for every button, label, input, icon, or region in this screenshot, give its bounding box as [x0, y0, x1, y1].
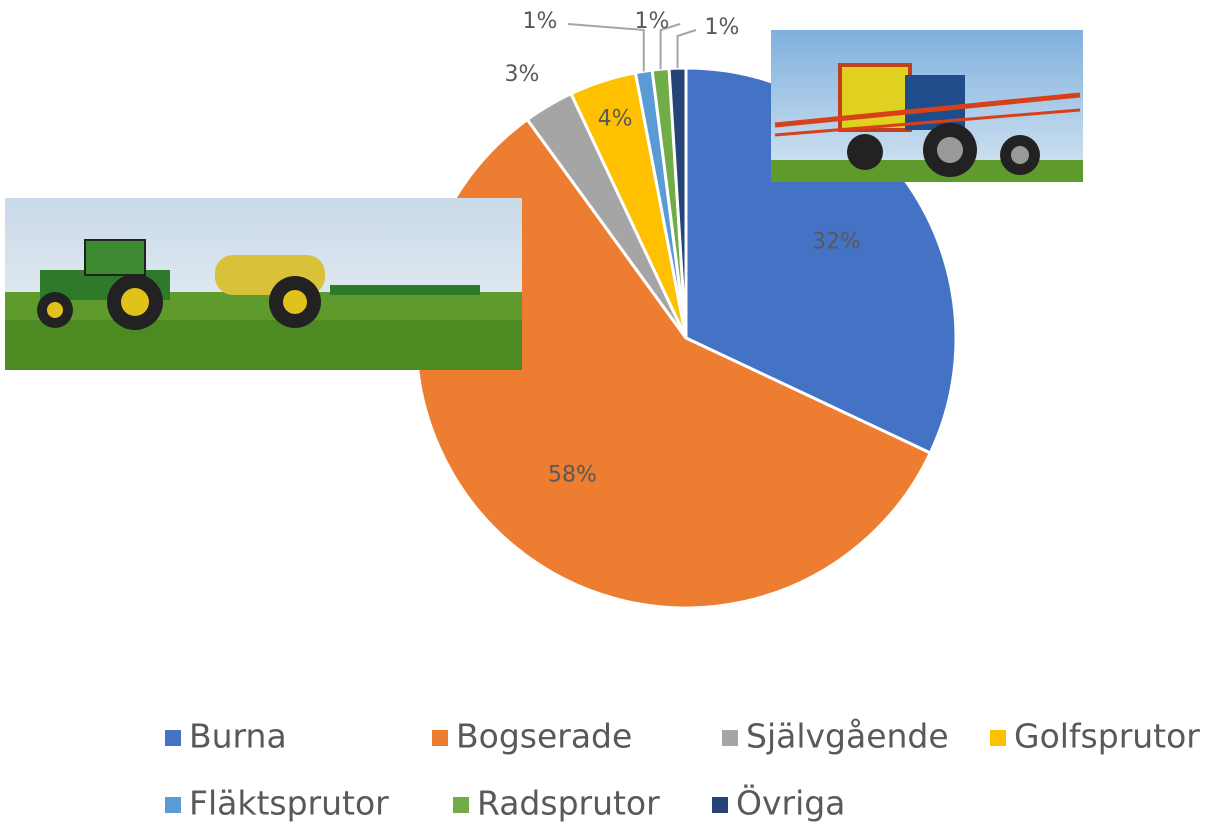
- legend-label: Burna: [189, 717, 287, 756]
- photo-right: [771, 30, 1083, 182]
- leader-line: [678, 30, 696, 68]
- legend-swatch: [712, 797, 728, 813]
- chart: 32% 58% 3% 4% 1% 1% 1% Burna Bogserade Självgåen…: [0, 0, 1220, 831]
- legend-swatch: [453, 797, 469, 813]
- legend-swatch: [165, 730, 181, 746]
- photo-left: [5, 198, 522, 370]
- legend-label: Övriga: [736, 783, 845, 823]
- data-label: 4%: [598, 107, 633, 132]
- legend-label: Golfsprutor: [1014, 717, 1200, 756]
- legend-swatch: [990, 730, 1006, 746]
- data-label: 1%: [705, 15, 740, 40]
- legend: Burna Bogserade Självgående Golfsprutor Fläk…: [165, 717, 1200, 823]
- legend-swatch: [722, 730, 738, 746]
- legend-label: Självgående: [746, 717, 949, 756]
- data-label: 3%: [505, 62, 540, 87]
- legend-swatch: [432, 730, 448, 746]
- data-label: 1%: [523, 9, 558, 34]
- data-label: 32%: [812, 230, 861, 255]
- data-label: 58%: [548, 462, 597, 487]
- legend-label: Fläktsprutor: [189, 784, 389, 823]
- leader-line: [568, 24, 644, 71]
- legend-swatch: [165, 797, 181, 813]
- legend-label: Bogserade: [456, 717, 632, 756]
- legend-label: Radsprutor: [477, 784, 660, 823]
- data-label: 1%: [635, 9, 670, 34]
